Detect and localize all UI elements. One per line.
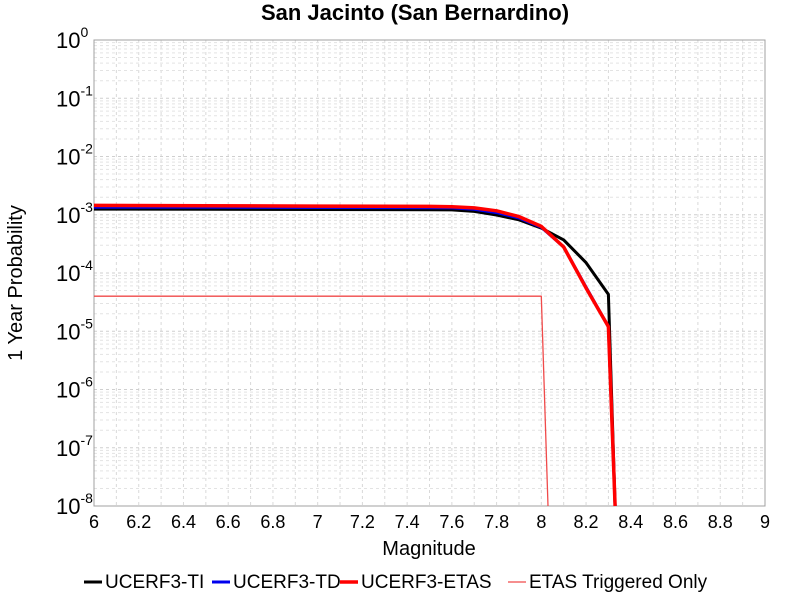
x-tick-label: 6.6	[216, 512, 241, 532]
x-tick-label: 7.8	[484, 512, 509, 532]
series-layer	[93, 203, 617, 507]
y-tick-label: 10-4	[56, 257, 93, 286]
x-tick-label: 8.6	[663, 512, 688, 532]
y-tick-label: 10-8	[56, 490, 93, 519]
x-tick-label: 6.4	[171, 512, 196, 532]
y-tick-label: 10-3	[56, 199, 93, 228]
series-line-ucerf3-etas	[93, 203, 617, 507]
plot-frame	[93, 39, 766, 507]
y-tick-label: 10-6	[56, 374, 93, 403]
y-axis-label: 1 Year Probability	[5, 205, 27, 361]
x-axis-ticks: 6 6.2 6.4 6.6 6.8 7 7.2 7.4 7.6 7.8 8 8.2 8.4 8.6 8.8 9	[89, 512, 770, 532]
legend-label: ETAS Triggered Only	[529, 572, 708, 593]
y-tick-label: 10-1	[56, 82, 93, 111]
x-tick-label: 6.8	[260, 512, 285, 532]
grid	[93, 40, 766, 507]
x-tick-label: 8	[536, 512, 546, 532]
x-tick-label: 8.2	[574, 512, 599, 532]
y-axis-ticks: 10-8 10-7 10-6 10-5 10-4 10-3 10-2 10-1 100	[56, 24, 93, 519]
chart-title: San Jacinto (San Bernardino)	[261, 0, 569, 25]
y-tick-label: 10-7	[56, 432, 93, 461]
x-axis-label: Magnitude	[382, 538, 475, 560]
x-tick-label: 7.6	[439, 512, 464, 532]
y-tick-label: 100	[56, 24, 88, 53]
y-tick-label: 10-2	[56, 141, 93, 170]
x-tick-label: 7.4	[395, 512, 420, 532]
y-tick-label: 10-5	[56, 315, 93, 344]
legend: UCERF3-TI UCERF3-TD UCERF3-ETAS ETAS Trigge…	[84, 572, 708, 593]
x-tick-label: 6	[89, 512, 99, 532]
legend-label: UCERF3-TI	[105, 572, 204, 593]
series-line-ucerf3-ti	[93, 207, 617, 507]
x-tick-label: 9	[760, 512, 770, 532]
x-tick-label: 7.2	[350, 512, 375, 532]
series-line-etas-triggered-only	[94, 295, 549, 507]
x-tick-label: 8.8	[708, 512, 733, 532]
x-tick-label: 6.2	[126, 512, 151, 532]
legend-label: UCERF3-TD	[233, 572, 341, 593]
x-tick-label: 7	[313, 512, 323, 532]
legend-label: UCERF3-ETAS	[361, 572, 492, 593]
x-tick-label: 8.4	[618, 512, 643, 532]
series-line-ucerf3-td	[93, 205, 617, 507]
